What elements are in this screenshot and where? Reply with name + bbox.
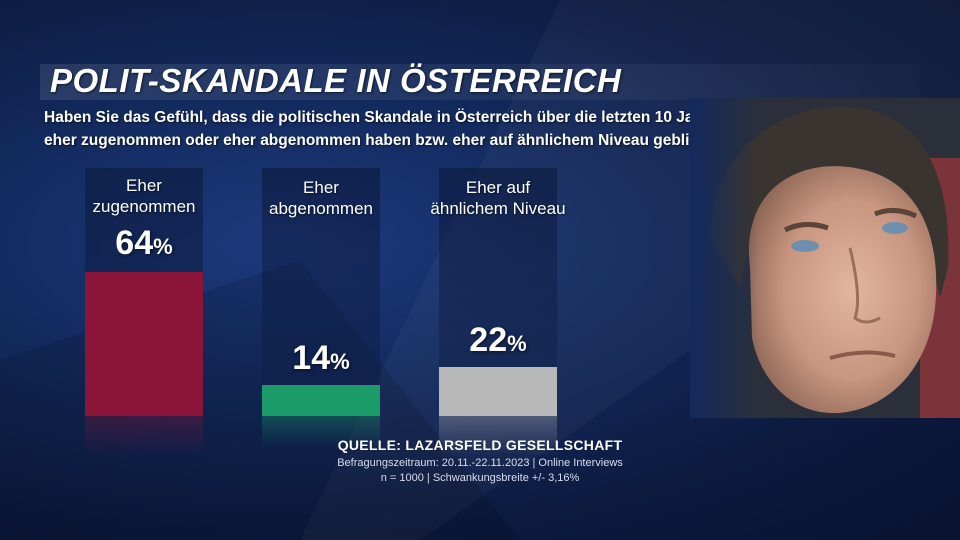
man-portrait xyxy=(690,98,960,418)
category-label-2: Eher abgenommen xyxy=(269,178,373,218)
question-line-1: Haben Sie das Gefühl, dass die politisch… xyxy=(44,109,718,126)
bar-2 xyxy=(262,384,380,416)
source-label: QUELLE: LAZARSFELD GESELLSCHAFT xyxy=(337,437,623,453)
value-label-2: 14% xyxy=(292,338,350,377)
bar-1 xyxy=(85,272,203,416)
value-label-3: 22% xyxy=(469,320,527,359)
question-line-2: eher zugenommen oder eher abgenommen hab… xyxy=(44,132,772,149)
bar-3 xyxy=(439,366,557,416)
title-band xyxy=(40,64,920,100)
category-label-1: Eher zugenommen xyxy=(92,176,196,216)
page-title: POLIT-SKANDALE IN ÖSTERREICH xyxy=(50,62,622,99)
survey-question: Haben Sie das Gefühl, dass die politisch… xyxy=(44,106,784,152)
bar-reflection-1 xyxy=(85,416,203,456)
bar-reflection-2 xyxy=(262,416,380,448)
bar-reflection-3 xyxy=(439,416,557,456)
category-label-3: Eher auf ähnlichem Niveau xyxy=(430,178,566,218)
value-label-1: 64% xyxy=(115,224,173,262)
sample-info: n = 1000 | Schwankungsbreite +/- 3,16% xyxy=(380,472,580,484)
survey-period: Befragungszeitraum: 20.11.-22.11.2023 | … xyxy=(337,457,623,469)
